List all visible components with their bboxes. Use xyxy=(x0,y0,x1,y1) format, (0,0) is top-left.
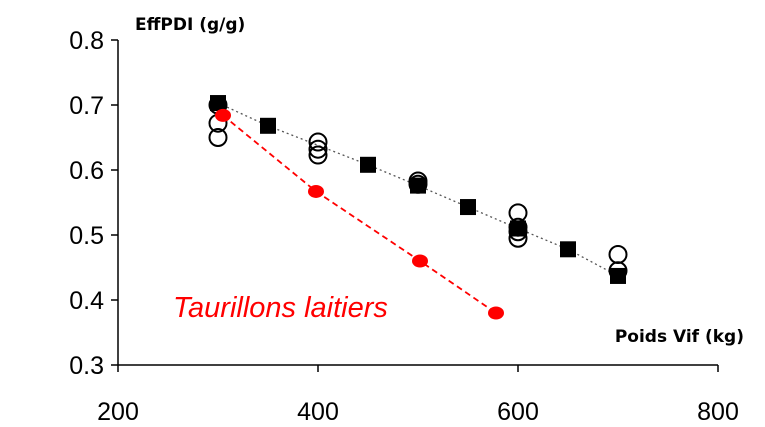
x-tick-label: 400 xyxy=(297,398,339,426)
square-point xyxy=(460,199,476,216)
y-tick-label: 0.7 xyxy=(69,92,104,120)
open-circle-point xyxy=(508,222,528,242)
red-ellipse-point xyxy=(308,184,324,198)
open-circle-point xyxy=(508,228,528,248)
red-ellipse-point xyxy=(412,254,428,268)
series-0-line xyxy=(217,102,619,277)
open-circle-point xyxy=(508,203,528,223)
y-tick-label: 0.8 xyxy=(69,27,104,55)
red-ellipse-point xyxy=(215,108,231,122)
x-tick-label: 200 xyxy=(97,398,139,426)
open-circle-point xyxy=(308,132,328,152)
series-marks xyxy=(208,95,628,320)
open-circle-point xyxy=(308,139,328,159)
square-point xyxy=(260,117,276,134)
y-tick-label: 0.6 xyxy=(69,157,104,185)
square-point xyxy=(210,95,226,112)
y-axis-title: EffPDI (g/g) xyxy=(135,15,245,35)
open-circle-point xyxy=(508,217,528,237)
series-2-line xyxy=(222,114,497,314)
y-tick-label: 0.5 xyxy=(69,222,104,250)
series-annotation-taurillons-laitiers: Taurillons laitiers xyxy=(173,292,388,324)
axes: 0.3 0.4 0.5 0.6 0.7 0.8 200 400 600 800 xyxy=(69,27,739,426)
y-tick-label: 0.4 xyxy=(69,287,104,315)
square-point xyxy=(610,267,626,284)
x-tick-label: 600 xyxy=(497,398,539,426)
open-circle-point xyxy=(308,145,328,165)
square-point xyxy=(560,241,576,258)
x-tick-label: 800 xyxy=(697,398,739,426)
red-ellipse-point xyxy=(488,306,504,320)
open-circle-point xyxy=(608,245,628,264)
square-point xyxy=(360,156,376,173)
y-tick-label: 0.3 xyxy=(69,352,104,380)
open-circle-point xyxy=(208,128,228,147)
series-lines xyxy=(217,102,619,314)
open-circle-point xyxy=(608,261,628,281)
open-circle-point xyxy=(408,174,428,194)
x-axis-title: Poids Vif (kg) xyxy=(615,327,744,347)
